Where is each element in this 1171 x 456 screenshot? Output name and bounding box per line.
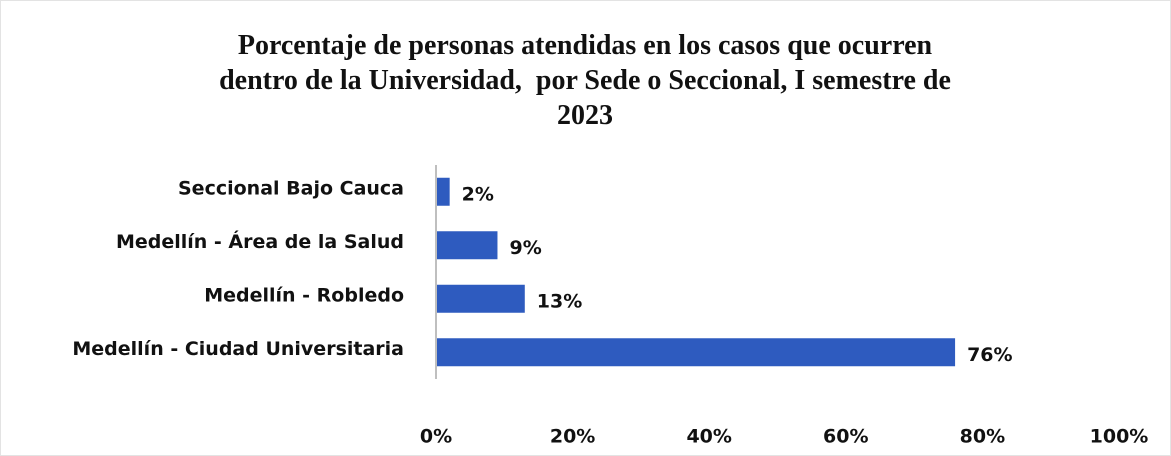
y-tick-label: Medellín - Área de la Salud: [116, 230, 404, 253]
x-tick-label: 40%: [686, 426, 731, 448]
y-tick-label: Seccional Bajo Cauca: [178, 177, 404, 199]
bar: [436, 284, 525, 313]
x-tick-label: 60%: [823, 426, 868, 448]
bar: [436, 177, 450, 206]
bar: [436, 231, 498, 260]
data-label: 76%: [967, 344, 1012, 366]
chart-title: Porcentaje de personas atendidas en los …: [219, 30, 958, 131]
x-tick-label: 100%: [1090, 426, 1149, 448]
bar: [436, 338, 956, 367]
x-tick-label: 80%: [960, 426, 1005, 448]
data-label: 2%: [462, 183, 494, 205]
x-tick-label: 0%: [420, 426, 452, 448]
data-label: 9%: [509, 237, 541, 259]
y-tick-label: Medellín - Ciudad Universitaria: [72, 338, 404, 360]
x-tick-label: 20%: [550, 426, 595, 448]
data-label: 13%: [537, 290, 582, 312]
y-tick-label: Medellín - Robledo: [204, 284, 404, 306]
